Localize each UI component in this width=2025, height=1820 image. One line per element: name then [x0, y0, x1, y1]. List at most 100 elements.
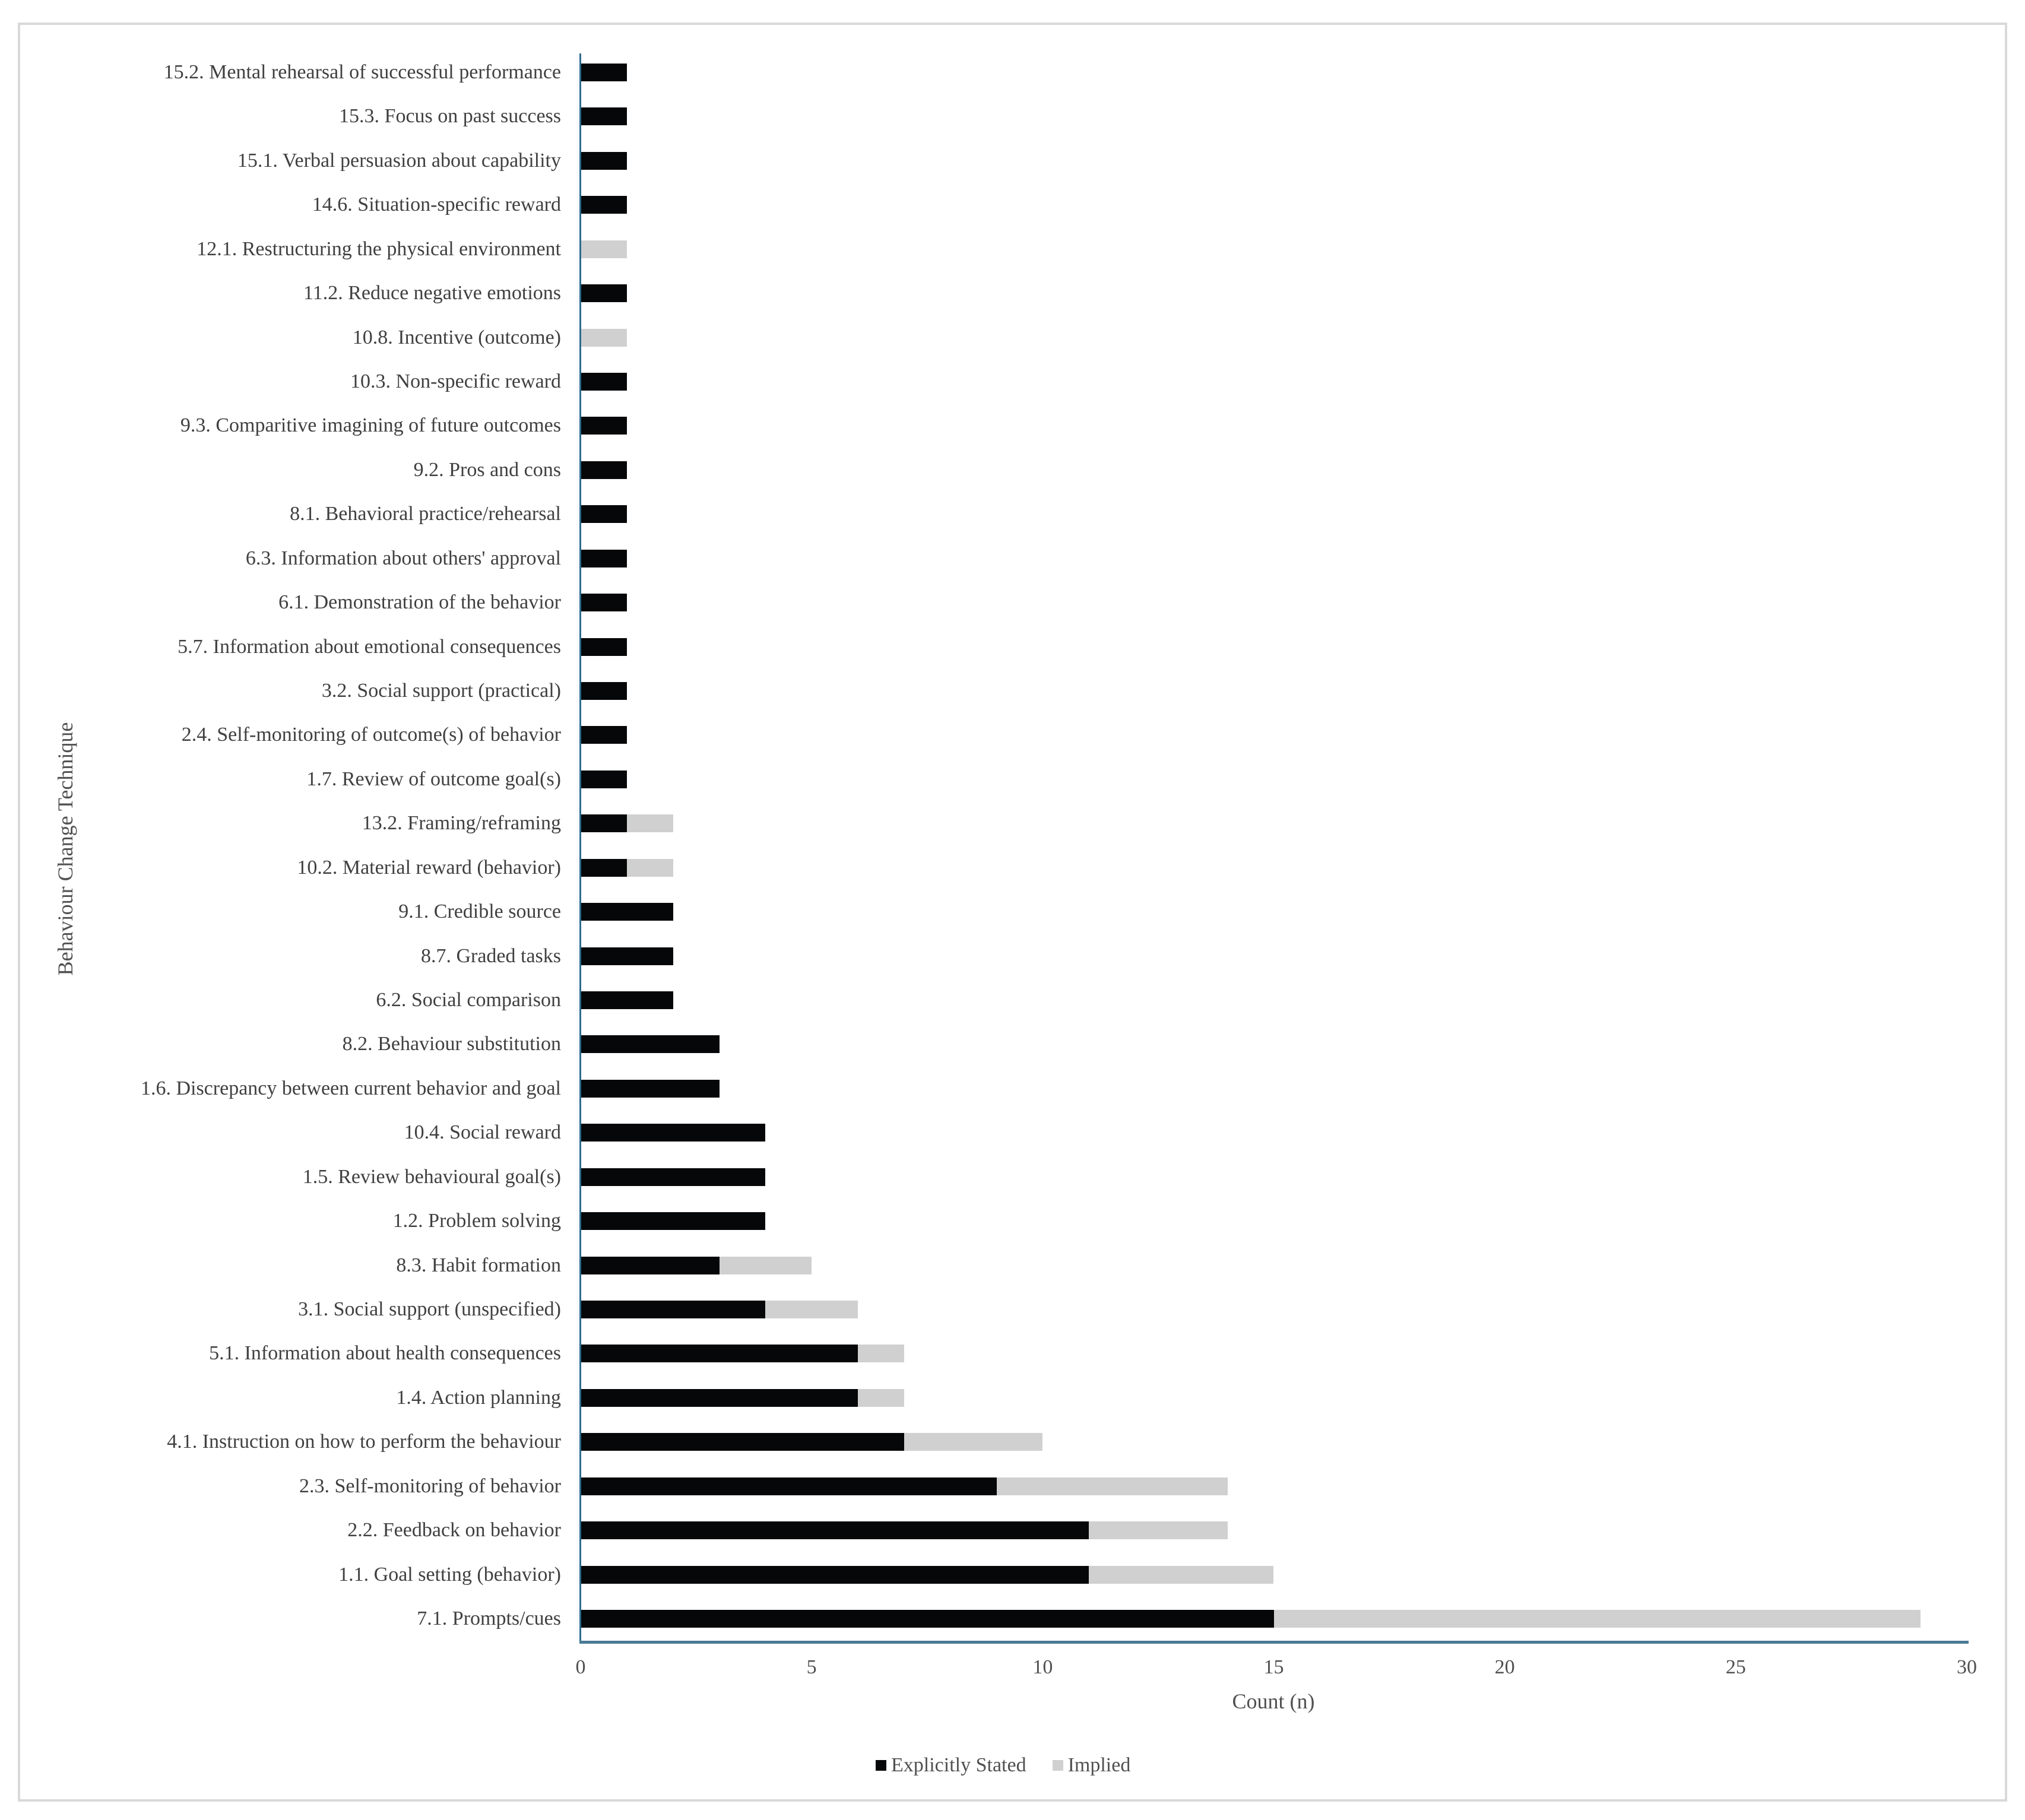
bar-implied: [581, 240, 627, 258]
category-label: 10.3. Non-specific reward: [350, 370, 561, 392]
category-label: 8.1. Behavioral practice/rehearsal: [290, 503, 561, 525]
bar-explicitly-stated: [581, 991, 673, 1009]
bar-explicitly-stated: [581, 284, 627, 303]
bar-explicitly-stated: [581, 1345, 858, 1363]
bar-implied: [765, 1301, 858, 1318]
category-label: 2.4. Self-monitoring of outcome(s) of be…: [181, 724, 561, 746]
bar-explicitly-stated: [581, 903, 673, 921]
category-label: 7.1. Prompts/cues: [417, 1607, 561, 1629]
category-label: 1.2. Problem solving: [392, 1210, 561, 1232]
legend-label-implied: Implied: [1067, 1754, 1131, 1776]
bar-explicitly-stated: [581, 1079, 720, 1098]
chart-frame: [18, 23, 2007, 1802]
category-label: 10.4. Social reward: [404, 1121, 561, 1144]
x-axis-title: Count (n): [1232, 1689, 1315, 1713]
bar-implied: [904, 1433, 1043, 1451]
category-label: 6.1. Demonstration of the behavior: [278, 591, 561, 614]
bar-explicitly-stated: [581, 64, 627, 81]
category-label: 9.1. Credible source: [398, 901, 561, 923]
category-label: 3.2. Social support (practical): [321, 680, 561, 702]
category-label: 15.2. Mental rehearsal of successful per…: [163, 61, 561, 83]
bar-explicitly-stated: [581, 638, 627, 656]
bar-explicitly-stated: [581, 1168, 766, 1186]
bar-explicitly-stated: [581, 858, 627, 877]
category-label: 5.1. Information about health consequenc…: [209, 1342, 561, 1365]
category-label: 1.6. Discrepancy between current behavio…: [140, 1077, 561, 1099]
bar-explicitly-stated: [581, 682, 627, 700]
bar-explicitly-stated: [581, 1610, 1274, 1628]
bar-explicitly-stated: [581, 1301, 766, 1318]
y-axis-line: [579, 53, 581, 1643]
category-label: 1.1. Goal setting (behavior): [338, 1563, 561, 1586]
bar-explicitly-stated: [581, 594, 627, 612]
category-label: 9.3. Comparitive imagining of future out…: [180, 414, 561, 437]
category-label: 15.3. Focus on past success: [339, 105, 561, 128]
category-label: 8.7. Graded tasks: [420, 944, 561, 967]
bar-explicitly-stated: [581, 151, 627, 170]
bar-implied: [626, 814, 673, 833]
bar-explicitly-stated: [581, 1035, 720, 1054]
bar-explicitly-stated: [581, 373, 627, 391]
bar-explicitly-stated: [581, 107, 627, 126]
bar-implied: [581, 328, 627, 347]
category-label: 6.2. Social comparison: [376, 989, 561, 1011]
x-axis-line: [579, 1641, 1969, 1644]
category-label: 9.2. Pros and cons: [413, 458, 561, 481]
legend: Explicitly Stated Implied: [876, 1754, 1148, 1777]
bar-implied: [858, 1345, 904, 1363]
category-label: 8.2. Behaviour substitution: [342, 1033, 561, 1055]
bar-explicitly-stated: [581, 726, 627, 744]
x-tick-label: 5: [806, 1656, 817, 1678]
bar-explicitly-stated: [581, 1388, 858, 1407]
category-label: 14.6. Situation-specific reward: [312, 194, 561, 216]
bar-explicitly-stated: [581, 461, 627, 479]
category-label: 4.1. Instruction on how to perform the b…: [167, 1431, 561, 1453]
legend-swatch-explicit-icon: [876, 1760, 886, 1771]
category-label: 10.2. Material reward (behavior): [297, 856, 561, 879]
category-label: 2.2. Feedback on behavior: [347, 1519, 561, 1542]
bar-explicitly-stated: [581, 814, 627, 833]
category-label: 1.5. Review behavioural goal(s): [302, 1165, 561, 1188]
category-label: 2.3. Self-monitoring of behavior: [299, 1475, 561, 1497]
x-tick-label: 30: [1957, 1656, 1977, 1678]
bar-implied: [626, 858, 673, 877]
bar-explicitly-stated: [581, 947, 673, 965]
y-axis-title: Behaviour Change Technique: [53, 722, 77, 976]
x-tick-label: 25: [1725, 1656, 1746, 1678]
bar-explicitly-stated: [581, 1433, 904, 1451]
category-label: 15.1. Verbal persuasion about capability: [237, 149, 561, 172]
bar-explicitly-stated: [581, 417, 627, 435]
x-tick-label: 15: [1263, 1656, 1284, 1678]
category-label: 1.7. Review of outcome goal(s): [306, 768, 561, 790]
bar-explicitly-stated: [581, 1565, 1089, 1584]
legend-item-explicit: Explicitly Stated: [876, 1754, 1026, 1777]
x-tick-label: 20: [1494, 1656, 1515, 1678]
category-label: 5.7. Information about emotional consequ…: [178, 635, 561, 658]
bar-implied: [858, 1388, 904, 1407]
bar-implied: [719, 1256, 812, 1274]
category-label: 6.3. Information about others' approval: [245, 547, 561, 569]
bar-implied: [1273, 1610, 1921, 1628]
bar-explicitly-stated: [581, 1477, 997, 1495]
bar-explicitly-stated: [581, 1256, 720, 1274]
x-tick-label: 0: [575, 1656, 586, 1678]
category-label: 8.3. Habit formation: [396, 1254, 561, 1276]
x-tick-label: 10: [1032, 1656, 1053, 1678]
legend-label-explicit: Explicitly Stated: [891, 1754, 1026, 1776]
legend-swatch-implied-icon: [1052, 1760, 1063, 1771]
legend-item-implied: Implied: [1052, 1754, 1131, 1777]
bar-implied: [1089, 1565, 1274, 1584]
category-label: 12.1. Restructuring the physical environ…: [197, 237, 561, 260]
category-label: 13.2. Framing/reframing: [362, 812, 561, 835]
bar-explicitly-stated: [581, 549, 627, 567]
category-label: 11.2. Reduce negative emotions: [303, 282, 561, 305]
bar-explicitly-stated: [581, 505, 627, 524]
bar-explicitly-stated: [581, 196, 627, 214]
category-label: 1.4. Action planning: [396, 1386, 561, 1409]
bar-implied: [996, 1477, 1228, 1495]
bar-explicitly-stated: [581, 1521, 1089, 1540]
category-label: 10.8. Incentive (outcome): [352, 326, 561, 348]
bar-implied: [1089, 1521, 1228, 1540]
category-label: 3.1. Social support (unspecified): [298, 1298, 561, 1320]
bar-explicitly-stated: [581, 770, 627, 788]
